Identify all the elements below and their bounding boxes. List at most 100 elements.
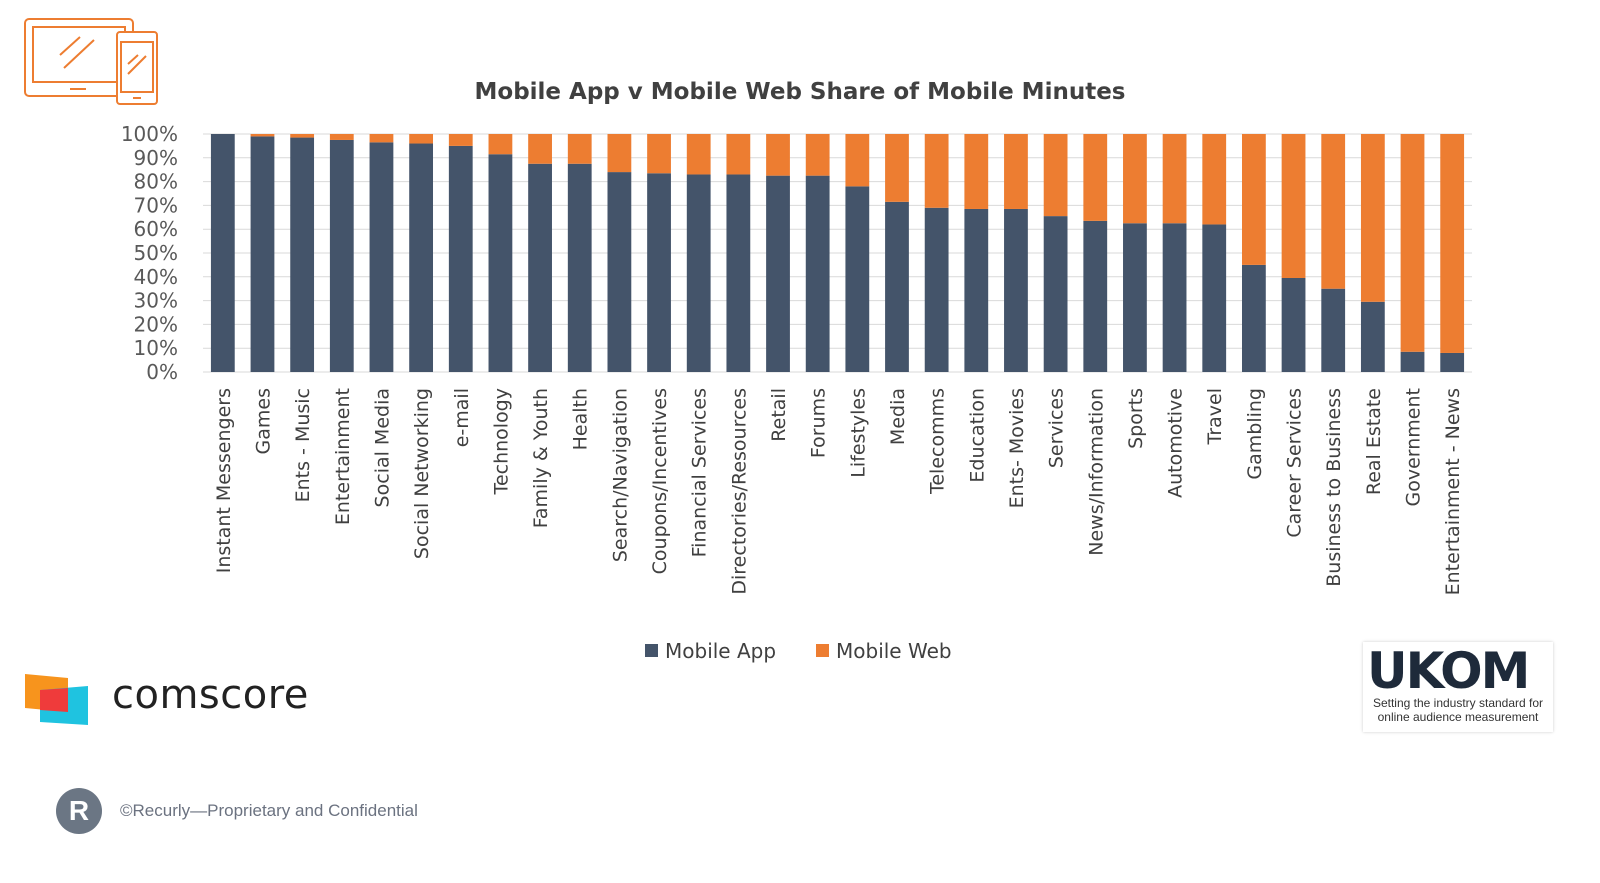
bar-mobile-web (409, 134, 434, 144)
x-category-label: Forums (808, 388, 830, 458)
y-tick-label: 50% (134, 241, 178, 265)
x-category-label: Services (1046, 388, 1068, 468)
bar-mobile-app (488, 154, 513, 372)
bar-mobile-app (1321, 288, 1346, 372)
bar-mobile-web (1400, 134, 1425, 352)
bar-mobile-web (1083, 134, 1108, 221)
bar-mobile-app (1123, 223, 1147, 372)
bar-mobile-app (964, 208, 989, 372)
y-tick-label: 40% (134, 265, 178, 289)
bar-mobile-web (964, 134, 989, 209)
y-tick-label: 90% (134, 146, 178, 170)
bar-mobile-app (250, 136, 275, 372)
bar-mobile-app (329, 139, 354, 372)
x-category-label: Real Estate (1363, 388, 1385, 495)
bar-mobile-web (686, 134, 711, 175)
x-category-label: Ents - Music (292, 388, 314, 502)
chart-title: Mobile App v Mobile Web Share of Mobile … (475, 79, 1126, 105)
bar-mobile-app (805, 175, 830, 372)
x-category-label: Financial Services (689, 388, 711, 557)
x-category-label: Coupons/Incentives (649, 388, 671, 574)
bar-mobile-web (1043, 134, 1068, 217)
comscore-logo-mark (25, 674, 88, 725)
y-tick-label: 100% (121, 122, 178, 146)
bar-mobile-app (409, 143, 434, 372)
y-tick-label: 30% (134, 289, 178, 313)
x-category-label: Ents- Movies (1006, 388, 1028, 508)
bar-mobile-web (1202, 134, 1227, 225)
bar-mobile-app (607, 172, 632, 372)
x-category-label: Family & Youth (530, 388, 552, 528)
y-tick-label: 80% (134, 170, 178, 194)
bar-mobile-app (1360, 301, 1385, 372)
x-category-label: Entertainment (332, 388, 354, 525)
bar-mobile-app (290, 137, 315, 372)
x-category-label: Social Media (371, 388, 393, 507)
bar-mobile-web (1281, 134, 1306, 278)
legend-swatch-mobile-web (816, 644, 829, 657)
ukom-tagline: Setting the industry standard for online… (1372, 696, 1544, 724)
ukom-logo: UKOM Setting the industry standard for o… (1363, 642, 1553, 732)
x-category-label: Lifestyles (847, 388, 869, 478)
x-category-label: Instant Messengers (213, 388, 235, 573)
bar-mobile-app (1083, 220, 1108, 372)
bar-mobile-web (1123, 134, 1147, 224)
bar-mobile-app (924, 207, 949, 372)
bar-mobile-app (647, 173, 671, 372)
footer-text: ©Recurly—Proprietary and Confidential (120, 801, 418, 820)
comscore-logo: comscore (112, 672, 309, 718)
x-category-label: Media (887, 388, 909, 445)
bar-mobile-app (845, 186, 870, 372)
bar-mobile-app (369, 142, 394, 372)
legend-swatch-mobile-app (645, 644, 658, 657)
x-category-label: Education (966, 388, 988, 483)
legend: Mobile App Mobile Web (645, 639, 952, 663)
bar-mobile-app (210, 134, 235, 372)
legend-label-mobile-app: Mobile App (665, 639, 776, 663)
bar-mobile-web (647, 134, 671, 174)
bar-mobile-web (845, 134, 870, 187)
bar-mobile-app (885, 201, 909, 372)
x-category-label: Sports (1125, 388, 1147, 449)
bar-mobile-web (1360, 134, 1385, 302)
bar-mobile-web (1440, 134, 1465, 353)
bar-mobile-web (1162, 134, 1187, 224)
bar-mobile-app (726, 174, 751, 372)
bar-mobile-web (1004, 134, 1028, 209)
x-category-label: Travel (1204, 388, 1226, 445)
bar-mobile-web (369, 134, 394, 143)
bar-mobile-app (567, 163, 592, 372)
x-category-label: Search/Navigation (609, 388, 631, 562)
bar-mobile-app (1004, 208, 1028, 372)
bar-mobile-web (488, 134, 513, 155)
x-category-label: Games (252, 388, 274, 454)
x-category-label: Technology (490, 388, 512, 495)
bar-mobile-app (1440, 352, 1465, 372)
x-category-label: Automotive (1165, 388, 1187, 498)
bar-mobile-app (1043, 216, 1068, 372)
bar-mobile-web (885, 134, 909, 202)
bar-mobile-app (686, 174, 711, 372)
bar-mobile-web (250, 134, 275, 137)
x-category-label: Retail (768, 388, 790, 442)
devices-icon (24, 18, 158, 105)
x-category-label: Career Services (1284, 388, 1306, 538)
bar-mobile-web (329, 134, 354, 140)
x-category-label: Health (570, 388, 592, 450)
bar-mobile-web (1321, 134, 1346, 289)
x-category-label: Gambling (1244, 388, 1266, 480)
x-category-label: Business to Business (1323, 388, 1345, 587)
y-tick-label: 20% (134, 312, 178, 336)
bar-mobile-app (766, 175, 790, 372)
x-category-label: Social Networking (411, 388, 433, 559)
bar-mobile-web (1241, 134, 1266, 265)
bar-mobile-web (528, 134, 552, 164)
x-category-label: Entertainment - News (1442, 388, 1464, 595)
bar-mobile-web (924, 134, 949, 208)
bar-mobile-app (1162, 223, 1187, 372)
bar-mobile-app (1202, 224, 1227, 372)
legend-label-mobile-web: Mobile Web (836, 639, 952, 663)
y-tick-label: 70% (134, 193, 178, 217)
x-category-label: Directories/Resources (728, 388, 750, 595)
